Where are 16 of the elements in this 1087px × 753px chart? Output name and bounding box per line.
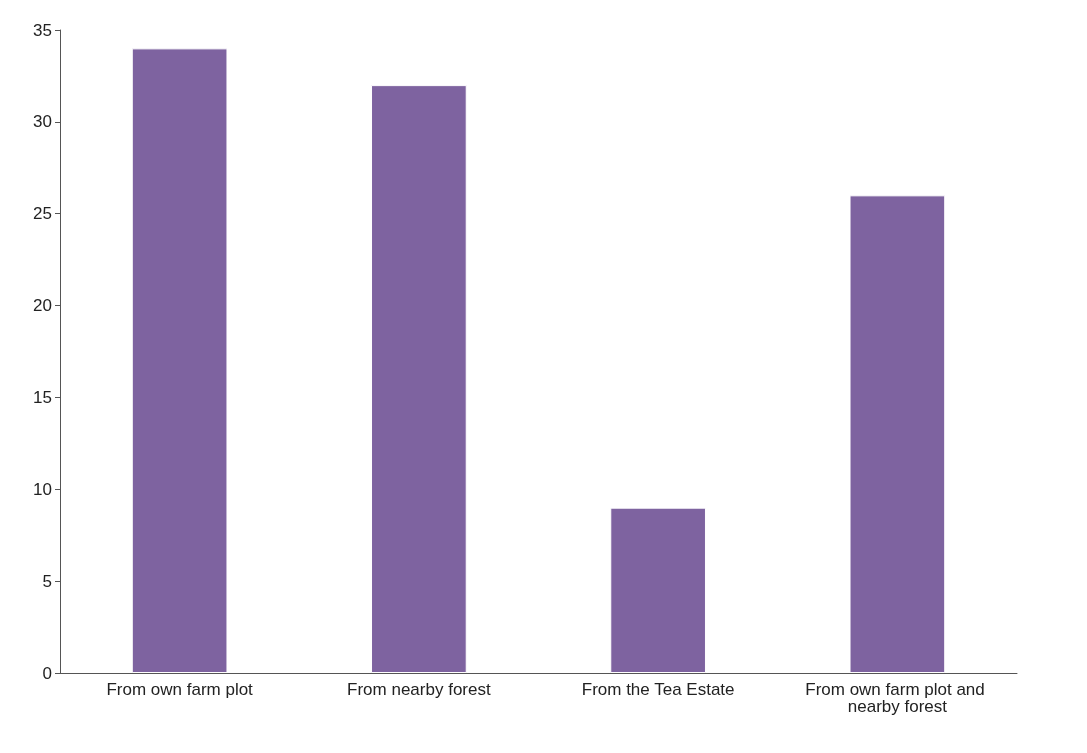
bar [371, 85, 467, 673]
x-tick-label: From own farm plot [106, 680, 254, 699]
x-tick-label: From the Tea Estate [581, 680, 735, 699]
y-tick-label: 10 [33, 479, 52, 499]
y-tick-label: 15 [33, 387, 52, 407]
y-tick-label: 30 [33, 112, 52, 132]
y-tick-label: 20 [33, 296, 52, 316]
x-tick-label: From nearby forest [347, 680, 491, 699]
y-tick-label: 35 [33, 20, 52, 40]
x-tick-label: From own farm plot and nearby forest [805, 680, 990, 716]
bar [610, 507, 706, 673]
bar [131, 48, 228, 673]
y-tick-label: 5 [42, 571, 52, 591]
bar [849, 195, 946, 673]
y-tick-label: 0 [42, 663, 52, 683]
y-tick-label: 25 [33, 204, 52, 224]
